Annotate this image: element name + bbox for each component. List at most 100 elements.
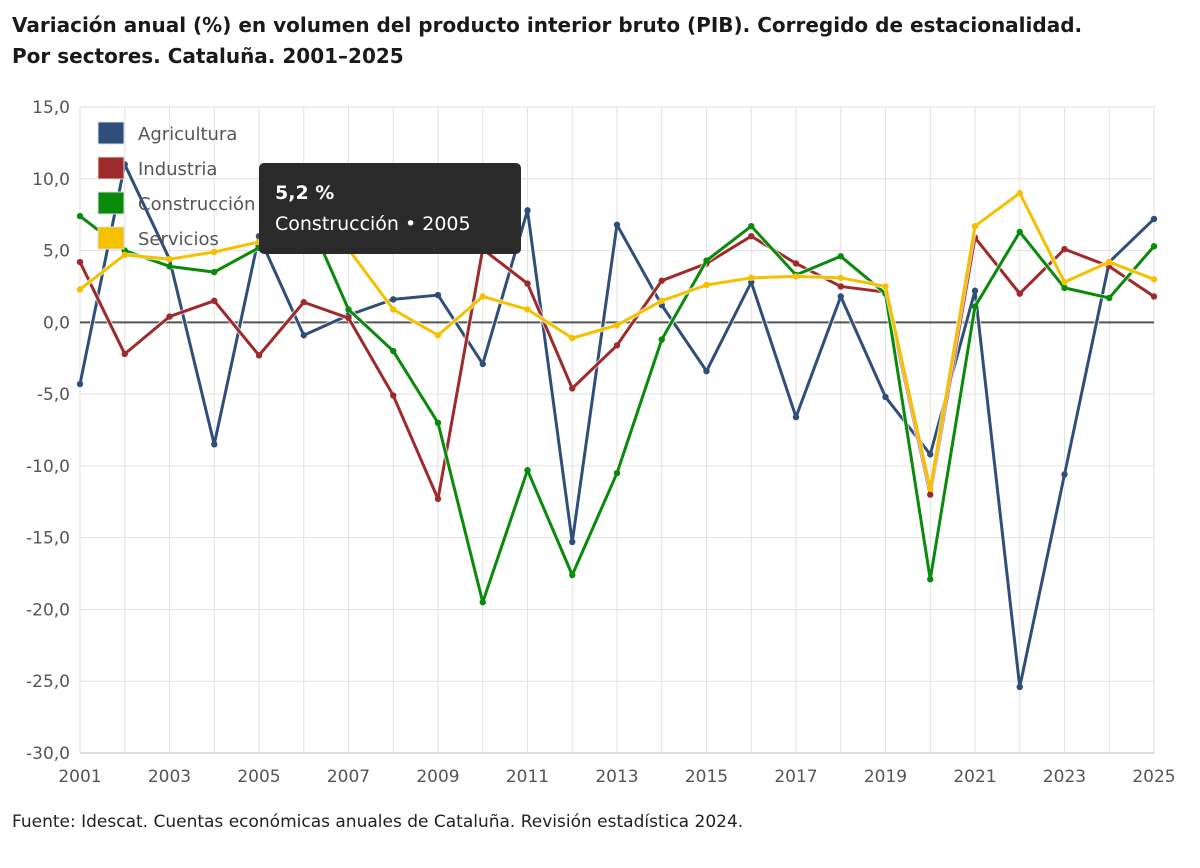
data-point[interactable] — [927, 451, 934, 458]
data-point[interactable] — [211, 268, 218, 276]
data-point[interactable] — [569, 334, 576, 342]
data-point[interactable] — [524, 306, 531, 313]
data-point[interactable] — [837, 293, 844, 300]
data-point[interactable] — [76, 380, 84, 388]
data-point[interactable] — [524, 207, 531, 214]
data-point[interactable] — [390, 296, 397, 303]
data-point[interactable] — [121, 251, 128, 259]
data-point[interactable] — [927, 485, 934, 493]
data-point[interactable] — [1150, 276, 1158, 283]
chart-title-line-1: Variación anual (%) en volumen del produ… — [12, 13, 1083, 37]
chart-legend[interactable]: Agricultura Industria Construcción Servicio… — [97, 121, 255, 250]
legend-swatch — [97, 121, 125, 145]
data-point[interactable] — [613, 322, 621, 329]
data-point[interactable] — [613, 221, 621, 228]
data-point[interactable] — [1016, 290, 1023, 297]
data-point[interactable] — [792, 260, 800, 267]
data-point[interactable] — [792, 273, 800, 280]
data-point[interactable] — [882, 393, 889, 401]
data-point[interactable] — [76, 212, 84, 220]
data-point[interactable] — [211, 297, 218, 304]
x-tick-label: 2025 — [1132, 767, 1175, 787]
data-point[interactable] — [434, 291, 442, 299]
data-point[interactable] — [1061, 245, 1068, 253]
data-point[interactable] — [658, 297, 665, 304]
data-point[interactable] — [479, 293, 486, 300]
data-point[interactable] — [837, 253, 844, 260]
legend-item-industria[interactable]: Industria — [97, 156, 217, 180]
x-tick-label: 2013 — [595, 767, 638, 787]
tooltip-series-year: Construcción • 2005 — [275, 213, 471, 235]
data-point[interactable] — [390, 347, 397, 355]
data-point[interactable] — [569, 538, 576, 546]
legend-swatch — [97, 226, 125, 250]
data-point[interactable] — [76, 286, 84, 293]
data-point[interactable] — [345, 314, 352, 322]
data-point[interactable] — [1150, 293, 1158, 300]
data-point[interactable] — [971, 222, 979, 230]
x-tick-label: 2019 — [864, 767, 907, 787]
data-point[interactable] — [748, 222, 755, 230]
data-point[interactable] — [1106, 258, 1113, 266]
data-point[interactable] — [211, 441, 218, 448]
data-point[interactable] — [479, 360, 486, 368]
data-point[interactable] — [1016, 189, 1023, 197]
data-point[interactable] — [166, 263, 173, 270]
data-point[interactable] — [345, 306, 352, 313]
data-point[interactable] — [1061, 471, 1068, 478]
data-point[interactable] — [121, 350, 128, 358]
data-point[interactable] — [927, 576, 934, 583]
y-tick-label: -15,0 — [26, 529, 70, 549]
data-point[interactable] — [1150, 243, 1158, 250]
data-point[interactable] — [211, 248, 218, 256]
data-point[interactable] — [703, 367, 710, 375]
data-point[interactable] — [524, 466, 531, 474]
legend-item-agricultura[interactable]: Agricultura — [97, 121, 237, 145]
data-point[interactable] — [1150, 215, 1158, 223]
data-point[interactable] — [971, 303, 979, 310]
data-point[interactable] — [1061, 278, 1068, 286]
data-point[interactable] — [971, 287, 979, 294]
data-point[interactable] — [703, 257, 710, 264]
data-point[interactable] — [434, 332, 442, 339]
data-point[interactable] — [569, 385, 576, 392]
data-point[interactable] — [569, 571, 576, 579]
data-point[interactable] — [76, 258, 84, 266]
data-point[interactable] — [524, 280, 531, 287]
data-point[interactable] — [658, 277, 665, 284]
data-point[interactable] — [434, 495, 442, 503]
x-tick-label: 2021 — [953, 767, 996, 787]
data-point[interactable] — [479, 599, 486, 606]
legend-label: Industria — [138, 159, 217, 180]
data-point[interactable] — [837, 274, 844, 282]
data-point[interactable] — [703, 281, 710, 289]
data-point[interactable] — [166, 313, 173, 320]
data-point[interactable] — [1061, 284, 1068, 292]
data-point[interactable] — [1016, 683, 1023, 691]
data-point[interactable] — [1106, 294, 1113, 302]
legend-item-servicios[interactable]: Servicios — [97, 226, 219, 250]
data-point[interactable] — [613, 469, 621, 477]
data-point[interactable] — [658, 336, 665, 343]
data-point[interactable] — [927, 491, 934, 498]
data-point[interactable] — [882, 283, 889, 290]
y-tick-label: -20,0 — [26, 600, 70, 620]
chart-title-line-2: Por sectores. Cataluña. 2001–2025 — [12, 44, 404, 68]
data-point[interactable] — [613, 342, 621, 349]
data-point[interactable] — [166, 255, 173, 263]
data-point[interactable] — [837, 283, 844, 290]
legend-label: Agricultura — [138, 124, 237, 145]
data-point[interactable] — [434, 419, 442, 427]
legend-item-construcción[interactable]: Construcción — [97, 191, 255, 215]
data-point[interactable] — [748, 233, 755, 240]
data-point[interactable] — [255, 352, 263, 359]
x-tick-label: 2003 — [148, 767, 191, 787]
x-tick-label: 2005 — [237, 767, 280, 787]
data-point[interactable] — [390, 392, 397, 399]
data-point[interactable] — [792, 413, 800, 421]
data-point[interactable] — [300, 332, 307, 339]
data-point[interactable] — [1016, 228, 1023, 236]
data-point[interactable] — [300, 299, 307, 306]
data-point[interactable] — [748, 274, 755, 282]
data-point[interactable] — [390, 306, 397, 313]
